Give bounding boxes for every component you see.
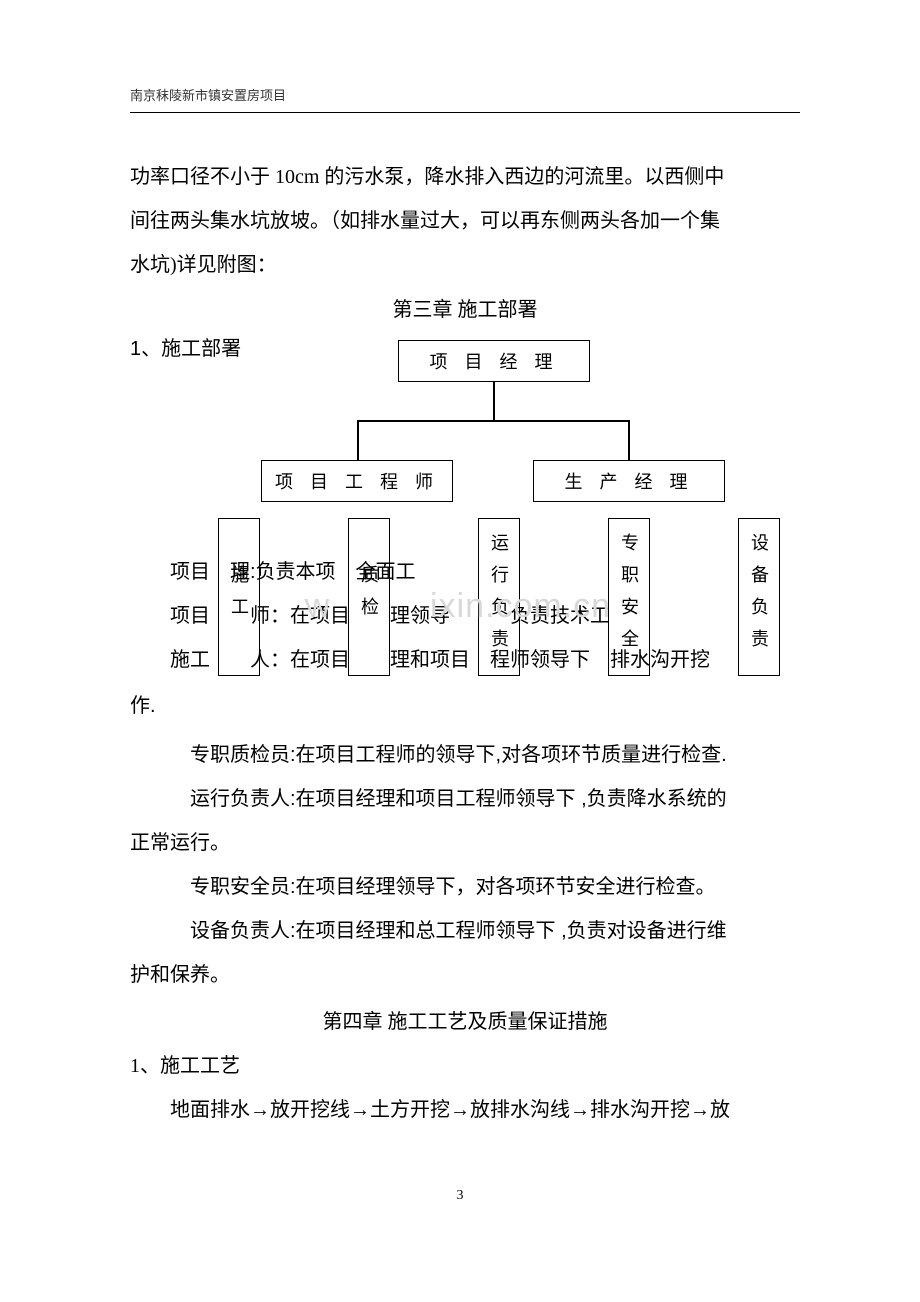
org-connector xyxy=(357,420,359,460)
paragraph-1-line-2: 间往两头集水坑放坡。（如排水量过大，可以再东侧两头各加一个集 xyxy=(130,199,800,243)
overlay-text-3: 施工 人：在项目 理和项目 程师领导下 排水沟开挖 xyxy=(170,638,710,682)
responsibility-4-tail: 护和保养。 xyxy=(130,953,800,997)
overlay-text-1: 项目 理:负责本项 全面工 xyxy=(170,550,416,594)
chapter-3-title: 第三章 施工部署 xyxy=(130,293,800,322)
paragraph-1-line-3: 水坑)详见附图： xyxy=(130,243,800,287)
org-node-mid-left: 项 目 工 程 师 xyxy=(261,460,453,502)
overlay-text-2: 项目 师：在项目 理领导 负责技术工 xyxy=(170,594,610,638)
responsibility-4: 设备负责人:在项目经理和总工程师领导下 ,负责对设备进行维 xyxy=(130,909,800,953)
responsibility-2: 运行负责人:在项目经理和项目工程师领导下 ,负责降水系统的 xyxy=(130,777,800,821)
paragraph-1-line-1: 功率口径不小于 10cm 的污水泵，降水排入西边的河流里。以西侧中 xyxy=(130,155,800,199)
page-header: 南京秣陵新市镇安置房项目 xyxy=(130,85,800,104)
org-connector xyxy=(493,382,495,420)
org-node-root: 项 目 经 理 xyxy=(398,340,590,382)
chapter-4-title: 第四章 施工工艺及质量保证措施 xyxy=(130,1005,800,1034)
header-divider xyxy=(130,112,800,113)
responsibility-2-tail: 正常运行。 xyxy=(130,821,800,865)
org-connector xyxy=(357,420,629,422)
org-node-mid-right: 生 产 经 理 xyxy=(533,460,725,502)
page-number: 3 xyxy=(0,1188,920,1204)
responsibility-3: 专职安全员:在项目经理领导下，对各项环节安全进行检查。 xyxy=(130,865,800,909)
overlay-text-4: 作. xyxy=(130,684,156,728)
org-connector xyxy=(628,420,630,460)
responsibility-1: 专职质检员:在项目工程师的领导下,对各项环节质量进行检查. xyxy=(130,733,800,777)
org-node-leaf-5: 设备负责 xyxy=(738,518,780,676)
process-flow-text: 地面排水→放开挖线→土方开挖→放排水沟线→排水沟开挖→放 xyxy=(130,1088,800,1132)
section-process-title: 1、施工工艺 xyxy=(130,1044,800,1088)
